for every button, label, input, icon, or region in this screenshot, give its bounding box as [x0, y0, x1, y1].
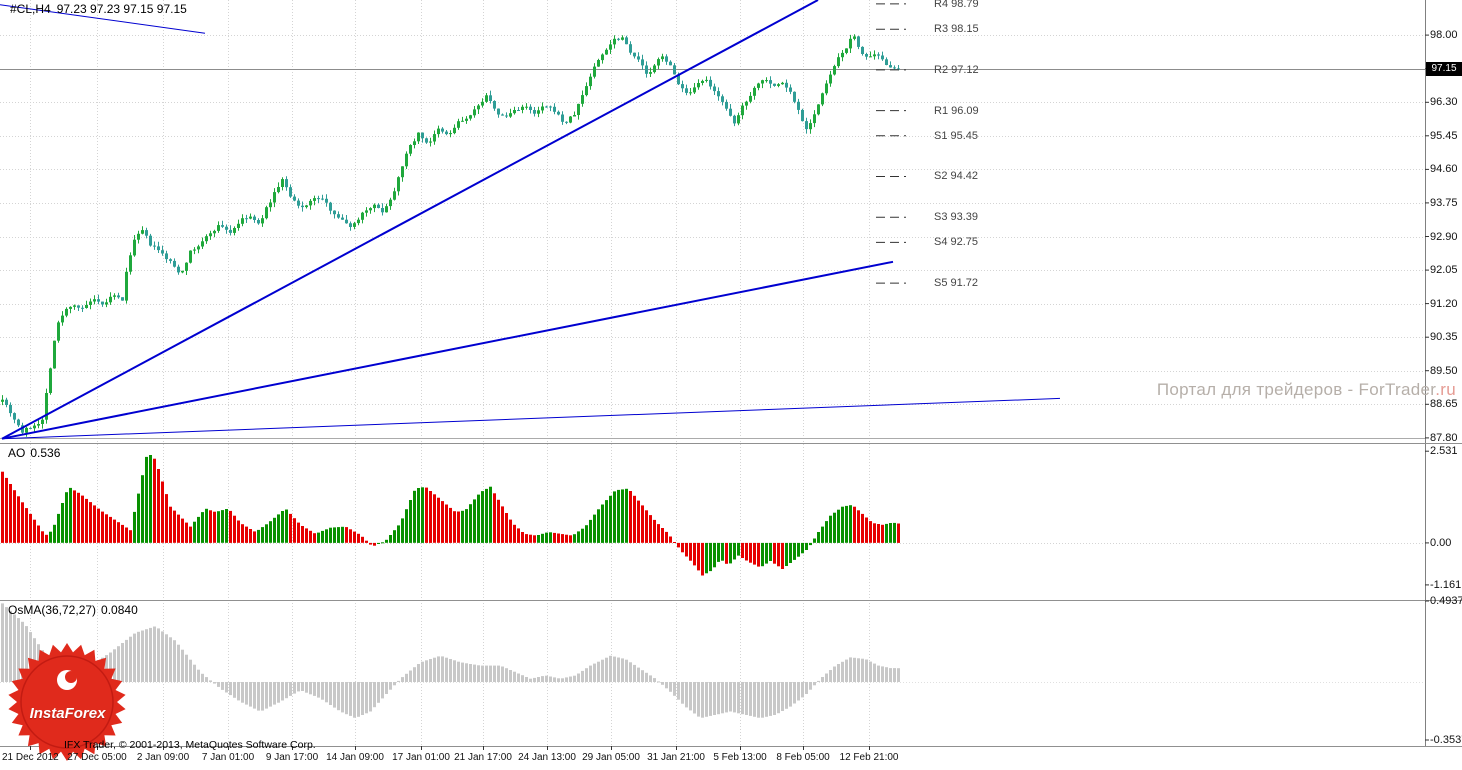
trendlines — [0, 0, 1061, 440]
osma-histogram — [1, 603, 900, 718]
axes — [0, 0, 1462, 750]
ao-histogram — [1, 455, 900, 576]
grid — [0, 0, 1425, 746]
candles-series — [1, 34, 900, 437]
pivot-levels — [876, 3, 906, 284]
instaforex-logo-burst — [8, 643, 126, 761]
